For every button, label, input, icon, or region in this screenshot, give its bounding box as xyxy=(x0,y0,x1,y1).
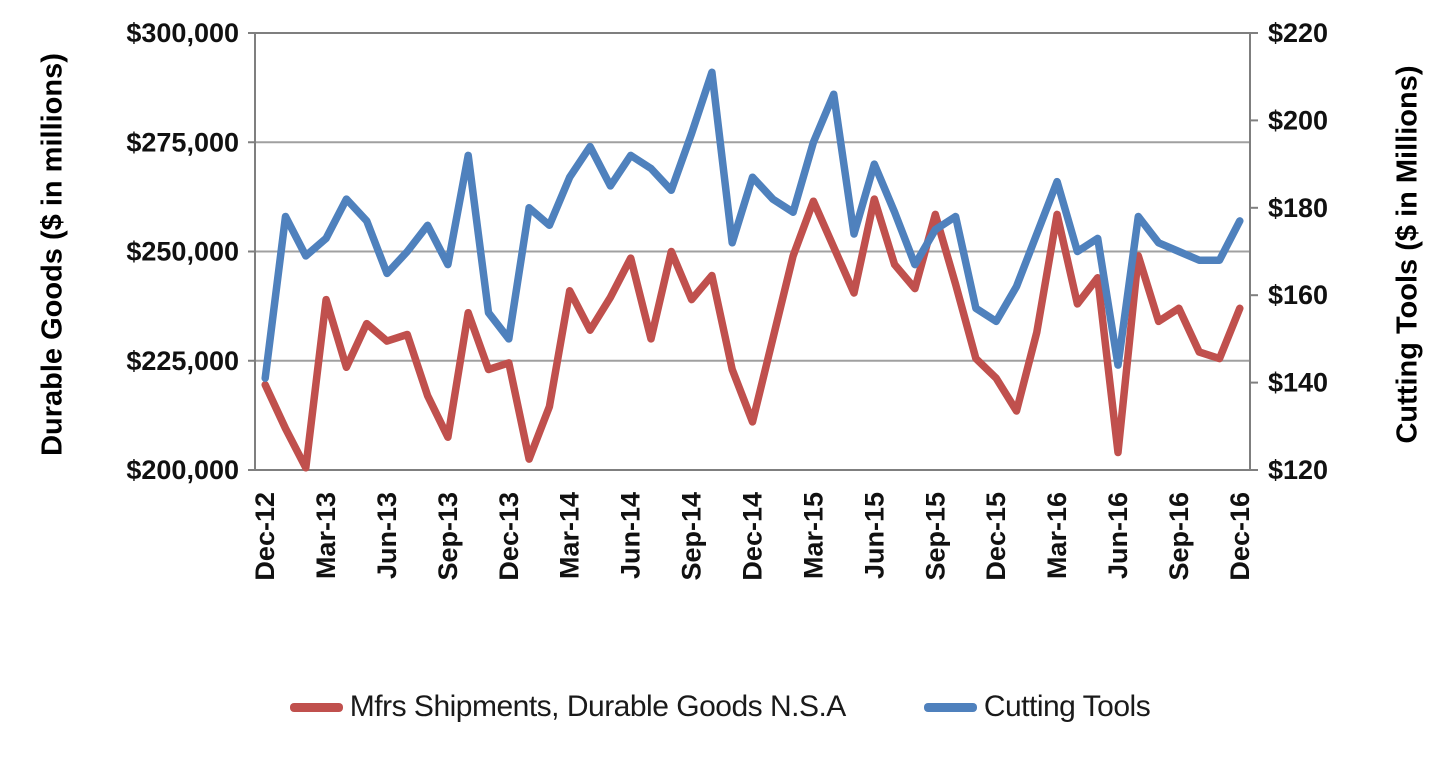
right-axis-tick-label: $140 xyxy=(1268,368,1328,398)
legend-label: Mfrs Shipments, Durable Goods N.S.A xyxy=(349,690,847,723)
legend-item-cutting-tools: Cutting Tools xyxy=(923,690,1151,724)
x-axis-tick-label: Mar-14 xyxy=(555,492,585,579)
red-line-swatch-icon xyxy=(289,702,343,712)
chart-legend: Mfrs Shipments, Durable Goods N.S.A Cutt… xyxy=(0,690,1440,724)
left-axis-tick-label: $275,000 xyxy=(126,127,239,157)
x-axis-tick-label: Mar-15 xyxy=(798,492,828,579)
x-axis-tick-label: Dec-14 xyxy=(738,492,768,581)
left-axis-tick-label: $200,000 xyxy=(126,455,239,485)
series-line-cutting-tools xyxy=(261,68,1244,382)
x-axis-tick-label: Sep-16 xyxy=(1164,492,1194,581)
x-axis-tick-label: Dec-12 xyxy=(250,492,280,581)
left-axis-title: Durable Goods ($ in millions) xyxy=(36,53,69,456)
x-axis-tick-label: Sep-13 xyxy=(433,492,463,581)
right-axis-tick-label: $200 xyxy=(1268,105,1328,135)
right-axis-tick-label: $180 xyxy=(1268,193,1328,223)
x-axis-tick-label: Sep-14 xyxy=(677,492,707,581)
right-axis-tick-label: $120 xyxy=(1268,455,1328,485)
legend-label: Cutting Tools xyxy=(983,690,1151,723)
x-axis-tick-label: Dec-13 xyxy=(494,492,524,581)
x-axis-tick-label: Mar-13 xyxy=(311,492,341,579)
left-axis-tick-label: $250,000 xyxy=(126,237,239,267)
left-axis-tick-label: $225,000 xyxy=(126,346,239,376)
x-axis-tick-label: Jun-14 xyxy=(616,492,646,579)
right-axis-tick-label: $160 xyxy=(1268,280,1328,310)
x-axis-tick-label: Dec-16 xyxy=(1225,492,1255,581)
x-axis-tick-label: Jun-13 xyxy=(372,492,402,579)
x-axis-tick-label: Dec-15 xyxy=(981,492,1011,581)
x-axis-tick-label: Mar-16 xyxy=(1042,492,1072,579)
x-axis-tick-label: Jun-15 xyxy=(859,492,889,579)
legend-item-durable-goods: Mfrs Shipments, Durable Goods N.S.A xyxy=(289,690,847,724)
blue-line-swatch-icon xyxy=(923,702,977,712)
right-axis-tick-label: $220 xyxy=(1268,18,1328,48)
x-axis-tick-label: Sep-15 xyxy=(920,492,950,581)
right-axis-title: Cutting Tools ($ in Millions) xyxy=(1391,65,1424,444)
x-axis-tick-label: Jun-16 xyxy=(1103,492,1133,579)
series-line-durable-goods xyxy=(261,195,1244,472)
left-axis-tick-label: $300,000 xyxy=(126,18,239,48)
